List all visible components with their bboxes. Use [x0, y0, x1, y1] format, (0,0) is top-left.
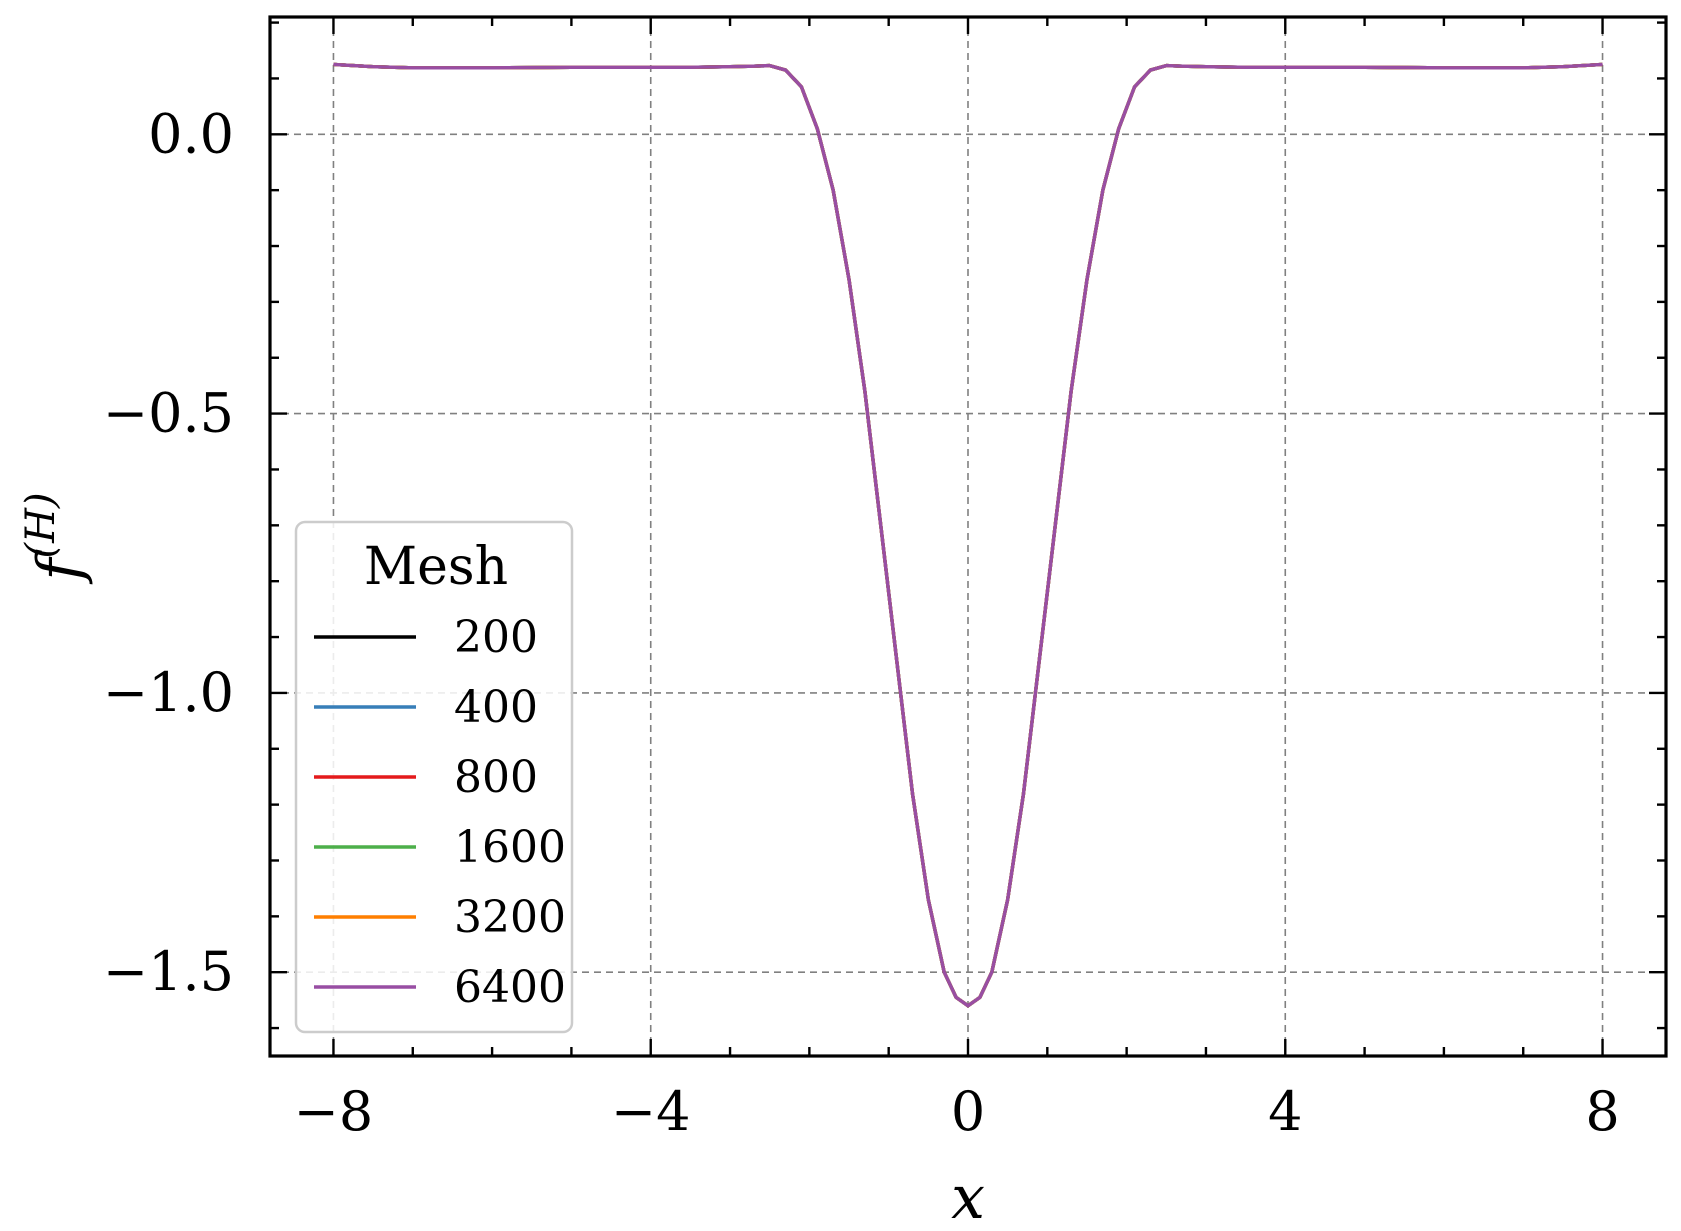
- legend-label: 400: [454, 682, 538, 733]
- series-lines: [333, 62, 1603, 1008]
- x-tick-label: 8: [1585, 1080, 1619, 1143]
- x-tick-label: −4: [611, 1080, 691, 1143]
- y-axis-label: f(H): [18, 492, 95, 584]
- series-line-6400: [333, 62, 1603, 1008]
- legend-label: 6400: [454, 962, 566, 1013]
- legend-entry: 6400: [314, 962, 566, 1013]
- legend-entry: 3200: [314, 892, 566, 943]
- legend-box: [294, 520, 574, 1034]
- svg-text:f(H): f(H): [18, 492, 95, 584]
- y-tick-label: −0.5: [103, 382, 234, 445]
- legend-entry: 200: [314, 612, 538, 663]
- legend-entry: 1600: [314, 822, 566, 873]
- y-tick-label: 0.0: [148, 102, 234, 165]
- legend-entry: 400: [314, 682, 538, 733]
- legend: Mesh 200 400 800 1600 3200 6400: [294, 520, 574, 1034]
- legend-label: 1600: [454, 822, 566, 873]
- y-tick-label: −1.5: [103, 940, 234, 1003]
- legend-entry: 800: [314, 752, 538, 803]
- legend-title: Mesh: [364, 537, 508, 597]
- legend-label: 800: [454, 752, 538, 803]
- x-axis-label: x: [951, 1163, 985, 1231]
- legend-entries: 200 400 800 1600 3200 6400: [314, 612, 566, 1013]
- x-tick-label: −8: [294, 1080, 374, 1143]
- y-tick-label: −1.0: [103, 661, 234, 724]
- x-tick-label: 0: [951, 1080, 985, 1143]
- legend-label: 200: [454, 612, 538, 663]
- axis-ticks: [270, 17, 1666, 1056]
- x-tick-label: 4: [1268, 1080, 1302, 1143]
- legend-label: 3200: [454, 892, 566, 943]
- plot-area-frame: [268, 15, 1668, 1058]
- tick-labels: −8 −4 0 4 8 0.0 −0.5 −1.0 −1.5: [103, 102, 1620, 1143]
- y-axis-label-superscript: (H): [18, 492, 64, 558]
